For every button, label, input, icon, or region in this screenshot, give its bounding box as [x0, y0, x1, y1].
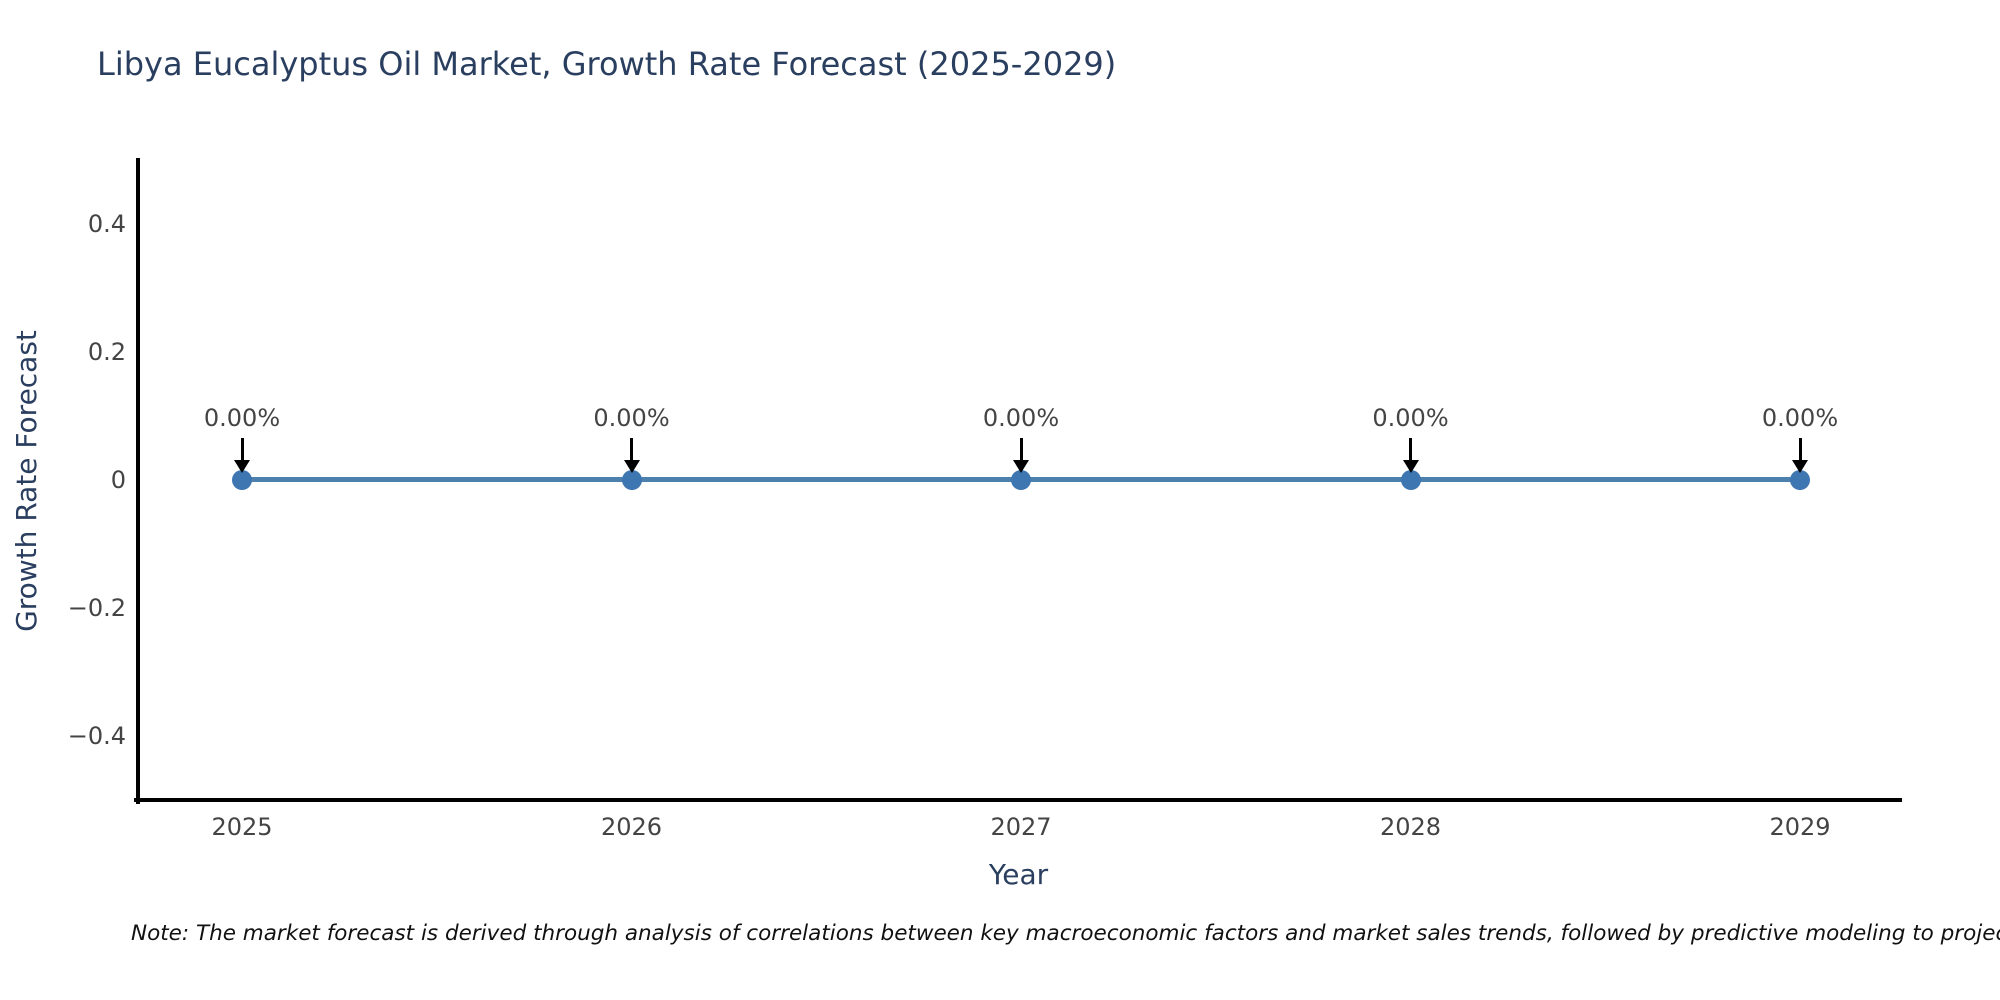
- x-tick-label: 2029: [1769, 813, 1831, 841]
- footnote-text: Note: The market forecast is derived thr…: [131, 921, 2000, 946]
- y-tick-label: 0.2: [87, 338, 126, 366]
- x-tick-label: 2025: [211, 813, 273, 841]
- x-tick-label: 2026: [600, 813, 663, 841]
- data-point-marker[interactable]: [1790, 470, 1810, 490]
- annotation-arrow-stem: [1798, 438, 1802, 462]
- y-tick-label: 0: [110, 466, 126, 494]
- x-axis-title: Year: [988, 858, 1049, 891]
- y-tick-label: −0.2: [67, 594, 126, 622]
- y-axis-title: Growth Rate Forecast: [10, 330, 43, 632]
- point-annotation-label: 0.00%: [593, 404, 670, 432]
- annotation-arrow-head: [1792, 460, 1808, 473]
- y-tick-label: 0.4: [87, 210, 126, 238]
- data-point-marker[interactable]: [1011, 470, 1031, 490]
- annotation-arrow-stem: [1019, 438, 1023, 462]
- annotation-arrow-stem: [630, 438, 633, 462]
- point-annotation-label: 0.00%: [982, 404, 1060, 432]
- annotation-arrow-head: [623, 460, 640, 473]
- x-axis-line: [134, 798, 1902, 802]
- y-axis-line: [136, 158, 140, 804]
- annotation-arrow-head: [234, 460, 250, 473]
- annotation-arrow-stem: [1409, 438, 1412, 462]
- annotation-arrow-head: [1013, 460, 1029, 473]
- point-annotation-label: 0.00%: [1761, 404, 1839, 432]
- x-tick-label: 2028: [1379, 813, 1442, 841]
- chart-title: Libya Eucalyptus Oil Market, Growth Rate…: [97, 45, 1117, 83]
- data-point-marker[interactable]: [1400, 470, 1421, 490]
- point-annotation-label: 0.00%: [203, 404, 281, 432]
- data-point-marker[interactable]: [621, 470, 642, 490]
- annotation-arrow-head: [1402, 460, 1419, 473]
- x-tick-label: 2027: [990, 813, 1052, 841]
- data-point-marker[interactable]: [232, 470, 252, 490]
- y-tick-label: −0.4: [67, 722, 126, 750]
- annotation-arrow-stem: [240, 438, 244, 462]
- point-annotation-label: 0.00%: [1372, 404, 1449, 432]
